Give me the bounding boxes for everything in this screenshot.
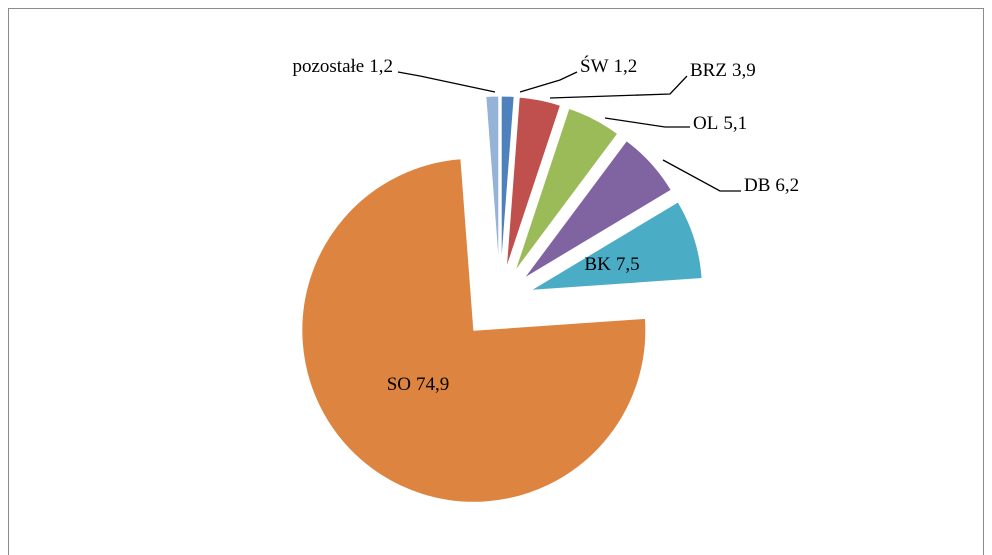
leader-line bbox=[662, 159, 741, 192]
leader-line bbox=[604, 117, 690, 128]
leader-line bbox=[549, 75, 688, 99]
data-label: BK 7,5 bbox=[584, 254, 639, 275]
leader-line bbox=[397, 71, 496, 93]
chart-border bbox=[8, 8, 984, 555]
leader-line bbox=[519, 71, 578, 93]
category-name: BRZ bbox=[690, 60, 727, 81]
data-label: pozostałe 1,2 bbox=[292, 56, 393, 77]
category-name: DB bbox=[744, 175, 770, 196]
data-label: ŚW 1,2 bbox=[580, 55, 637, 77]
data-label: BRZ 3,9 bbox=[690, 60, 756, 81]
pie-slice bbox=[485, 95, 500, 269]
value-label: 7,5 bbox=[616, 254, 640, 275]
value-label: 3,9 bbox=[732, 60, 756, 81]
category-name: pozostałe bbox=[292, 56, 364, 77]
value-label: 6,2 bbox=[775, 175, 799, 196]
category-name: ŚW bbox=[580, 55, 609, 77]
value-label: 1,2 bbox=[614, 56, 638, 77]
pie-slice bbox=[505, 96, 562, 269]
category-name: BK bbox=[584, 254, 611, 275]
pie-slice bbox=[514, 107, 619, 272]
category-name: SO bbox=[387, 374, 411, 395]
data-label: SO 74,9 bbox=[387, 374, 450, 395]
data-label: OL 5,1 bbox=[693, 113, 747, 134]
pie-slice bbox=[530, 201, 703, 291]
value-label: 74,9 bbox=[416, 374, 449, 395]
pie-slice bbox=[523, 139, 672, 279]
value-label: 1,2 bbox=[369, 56, 393, 77]
pie-slice bbox=[500, 95, 515, 269]
value-label: 5,1 bbox=[723, 113, 747, 134]
pie-slice bbox=[301, 158, 647, 503]
data-label: DB 6,2 bbox=[744, 175, 799, 196]
category-name: OL bbox=[693, 113, 718, 134]
